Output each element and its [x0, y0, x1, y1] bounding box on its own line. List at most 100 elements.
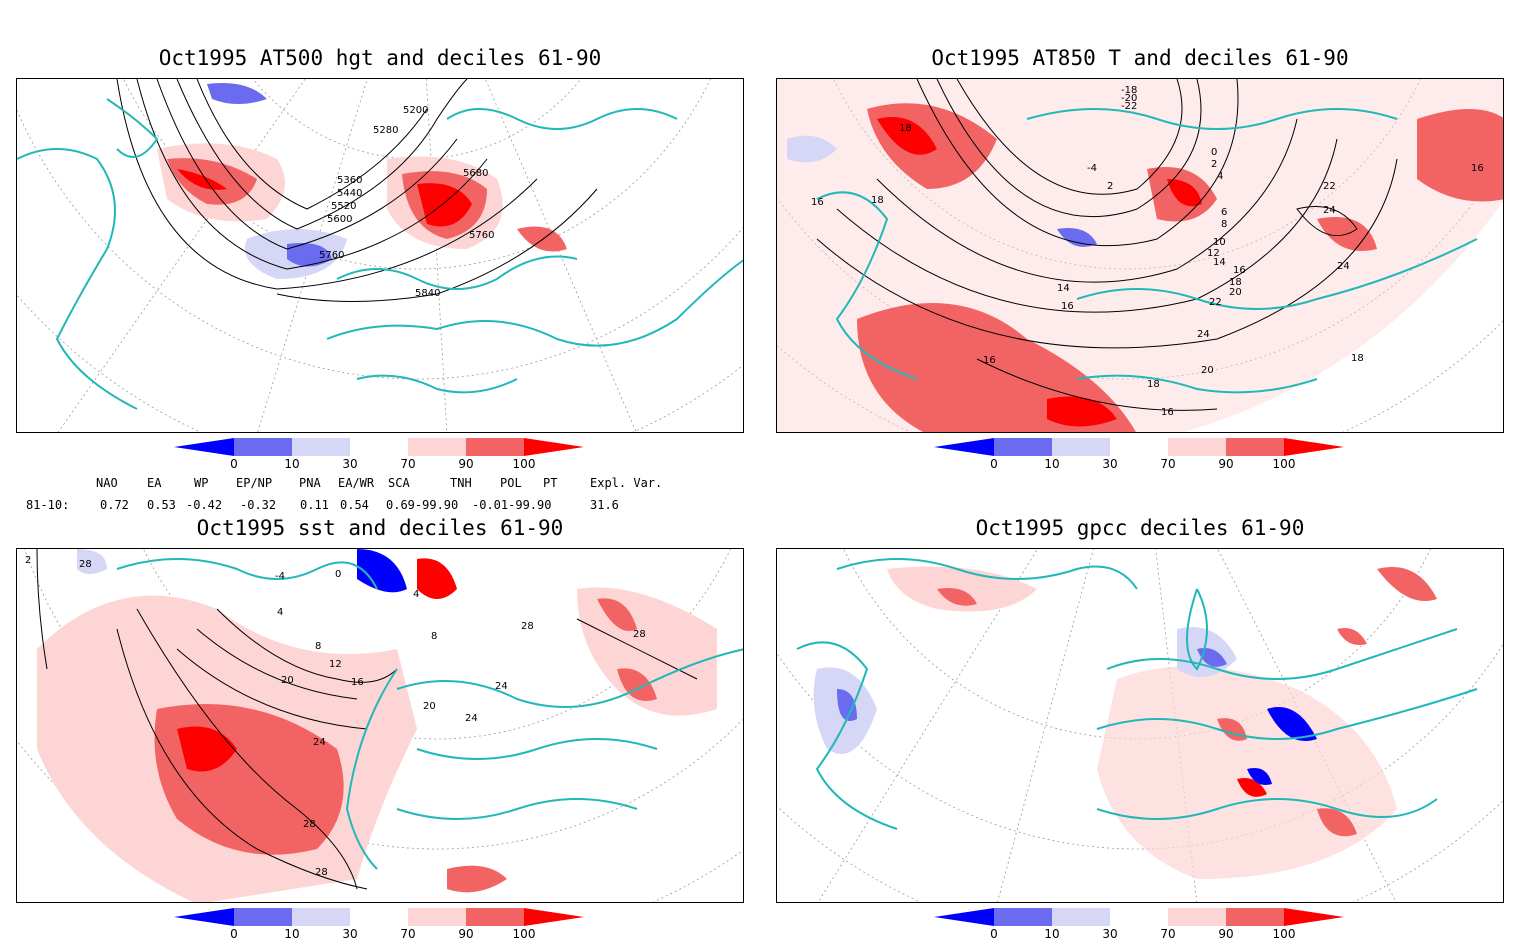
contour-label: 18 [1147, 379, 1160, 390]
contour-label: -4 [1087, 163, 1097, 174]
idx-value: -0.42 [186, 498, 223, 512]
cbar-tick: 30 [342, 457, 357, 471]
cbar-swatch [350, 438, 408, 456]
cbar-swatch [1168, 438, 1226, 456]
cbar-tick: 100 [513, 927, 536, 940]
contour-label: 18 [899, 123, 912, 134]
cbar-swatch [466, 438, 524, 456]
contour-label: 24 [465, 713, 478, 724]
cbar-tick: 90 [1218, 927, 1233, 940]
contour-label: 16 [1061, 301, 1074, 312]
cbar-tick: 0 [990, 457, 998, 471]
contour-label: 5360 [337, 175, 362, 186]
cbar-swatch [408, 438, 466, 456]
cbar-swatch [234, 438, 292, 456]
contour-label: 24 [1337, 261, 1350, 272]
cbar-swatch [174, 908, 234, 926]
contour-label: 16 [1471, 163, 1484, 174]
contour-label: 2 [1211, 159, 1217, 170]
contour-label: 0 [1211, 147, 1217, 158]
contour-label: 14 [1213, 257, 1226, 268]
cbar-swatch [1168, 908, 1226, 926]
contour-label: 24 [1323, 205, 1336, 216]
cbar-swatch [524, 438, 584, 456]
colorbar-top-right: 0 10 30 70 90 100 [934, 438, 1344, 471]
map-t850: 18 16 18 -18 -20 -22 0 2 4 6 8 10 12 14 … [776, 78, 1504, 433]
cbar-swatch [934, 908, 994, 926]
contour-label: 18 [1351, 353, 1364, 364]
contour-label: 5680 [463, 168, 488, 179]
map-gpcc [776, 548, 1504, 903]
cbar-tick: 70 [400, 927, 415, 940]
contour-label: 16 [811, 197, 824, 208]
contour-label: -18 [1121, 85, 1137, 96]
idx-value: 0.53 [147, 498, 176, 512]
contour-label: 16 [1161, 407, 1174, 418]
contour-label: 16 [1233, 265, 1246, 276]
idx-header: EP/NP [236, 476, 273, 490]
cbar-tick: 70 [1160, 457, 1175, 471]
cbar-swatch [1052, 908, 1110, 926]
contour-label: 4 [277, 607, 283, 618]
cbar-swatch [234, 908, 292, 926]
contour-label: -22 [1121, 101, 1137, 112]
idx-header: Expl. Var. [590, 476, 663, 490]
contour-label: 16 [351, 677, 364, 688]
contour-label: 14 [1057, 283, 1070, 294]
contour-label: 5440 [337, 188, 362, 199]
cbar-tick: 90 [1218, 457, 1233, 471]
idx-header: SCA [388, 476, 410, 490]
contour-label: 12 [1207, 248, 1220, 259]
idx-header: PNA [299, 476, 321, 490]
contour-label: 24 [1197, 329, 1210, 340]
contour-label: 22 [1323, 181, 1336, 192]
contour-label: 16 [983, 355, 996, 366]
idx-row-label: 81-10: [26, 498, 70, 512]
idx-header: EA/WR [338, 476, 375, 490]
idx-value: 0.54 [340, 498, 369, 512]
cbar-tick: 90 [458, 927, 473, 940]
panel-title-gpcc: Oct1995 gpcc deciles 61-90 [975, 516, 1305, 540]
cbar-tick: 100 [1273, 457, 1296, 471]
contour-label: 5840 [415, 288, 440, 299]
cbar-tick: 90 [458, 457, 473, 471]
contour-label: 28 [79, 559, 92, 570]
map-hgt500: 5200 5280 5360 5440 5520 5600 5680 5760 … [16, 78, 744, 433]
contour-label: 5280 [373, 125, 398, 136]
contour-label: 8 [315, 641, 321, 652]
colorbar-top-left: 0 10 30 70 90 100 [174, 438, 584, 471]
panel-title-sst: Oct1995 sst and deciles 61-90 [196, 516, 564, 540]
contour-label: 12 [329, 659, 342, 670]
contour-label: 20 [1229, 287, 1242, 298]
cbar-tick: 30 [1102, 927, 1117, 940]
cbar-swatch [292, 438, 350, 456]
cbar-swatch [350, 908, 408, 926]
contour-label: 2 [25, 555, 31, 566]
cbar-swatch [524, 908, 584, 926]
contour-label: 20 [1201, 365, 1214, 376]
contour-label: 22 [1209, 297, 1222, 308]
idx-value: 0.69-99.90 [386, 498, 459, 512]
map-sst: 2 28 -4 4 0 8 12 16 20 24 28 28 20 24 24… [16, 548, 744, 903]
cbar-tick: 10 [284, 457, 299, 471]
idx-value: 31.6 [590, 498, 619, 512]
contour-label: 18 [1229, 277, 1242, 288]
cbar-tick: 100 [513, 457, 536, 471]
cbar-tick: 0 [230, 457, 238, 471]
contour-label: 4 [1217, 171, 1223, 182]
cbar-tick: 30 [1102, 457, 1117, 471]
contour-label: 5760 [319, 250, 344, 261]
idx-value: -0.01-99.90 [472, 498, 552, 512]
idx-header: NAO [96, 476, 118, 490]
contour-label: -20 [1121, 93, 1137, 104]
cbar-swatch [994, 908, 1052, 926]
idx-value: 0.72 [100, 498, 129, 512]
contour-label: 4 [413, 589, 419, 600]
colorbar-bottom-right: 0 10 30 70 90 100 [934, 908, 1344, 940]
coastlines [17, 98, 743, 410]
cbar-swatch [466, 908, 524, 926]
contour-label: 5200 [403, 105, 428, 116]
cbar-swatch [1226, 908, 1284, 926]
idx-header: TNH [450, 476, 472, 490]
contour-label: 5760 [469, 230, 494, 241]
